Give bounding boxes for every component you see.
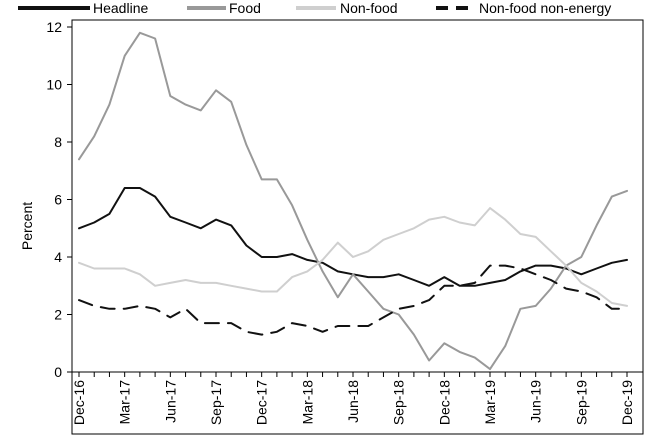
x-tick-label: Dec-19 (619, 380, 635, 425)
x-tick-label: Mar-17 (117, 380, 133, 425)
y-tick-label: 8 (54, 134, 62, 150)
axes: 0 2 4 6 8 10 12 Dec-16 Mar-17 Jun-17 Sep-17 Dec-17 M… (46, 19, 643, 425)
legend-label-headline: Headline (93, 0, 148, 16)
legend-label-non-food: Non-food (340, 0, 398, 16)
y-tick-label: 2 (54, 307, 62, 323)
plot-frame (71, 19, 644, 435)
y-tick-label: 12 (46, 19, 62, 35)
legend-label-food: Food (229, 0, 261, 16)
y-tick-label: 0 (54, 364, 62, 380)
series-line-headline (78, 187, 628, 287)
x-tick-label: Mar-18 (299, 380, 315, 425)
x-tick-label: Sep-17 (208, 380, 224, 425)
y-tick-label: 10 (46, 77, 62, 93)
series-line-non-food (78, 207, 628, 307)
y-tick-label: 6 (54, 192, 62, 208)
y-tick-label: 4 (54, 249, 62, 265)
x-tick-label: Dec-18 (436, 380, 452, 425)
series-line-food (78, 31, 628, 371)
y-axis-title: Percent (19, 202, 35, 250)
series-line-non-food-non-energy (78, 264, 628, 336)
legend-label-non-food-non-energy: Non-food non-energy (479, 0, 611, 16)
legend: Headline Food Non-food Non-food non-energy (18, 0, 611, 16)
x-tick-label: Sep-18 (391, 380, 407, 425)
x-tick-label: Dec-16 (71, 380, 87, 425)
x-tick-label: Dec-17 (254, 380, 270, 425)
x-tick-label: Jun-19 (528, 380, 544, 423)
x-tick-label: Jun-18 (345, 380, 361, 423)
series-lines (78, 31, 628, 371)
x-tick-label: Mar-19 (482, 380, 498, 425)
x-tick-label: Sep-19 (573, 380, 589, 425)
x-tick-label: Jun-17 (162, 380, 178, 423)
